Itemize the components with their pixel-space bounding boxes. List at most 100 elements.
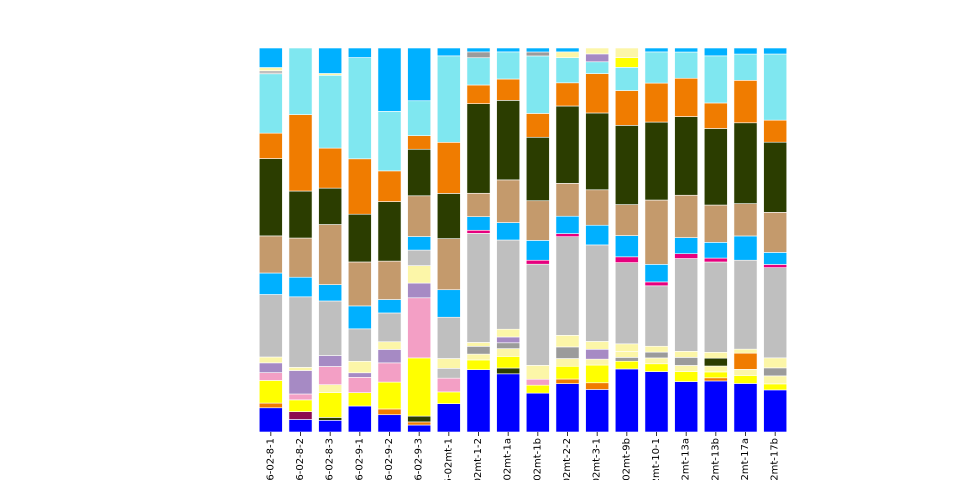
bar-segment <box>377 201 402 262</box>
bar-segment <box>288 419 313 433</box>
x-tick-label: 02mt-1a <box>503 438 514 480</box>
bar-segment <box>347 405 372 433</box>
x-tick-label: 2mt-17a <box>740 438 751 480</box>
bar-segment <box>377 341 402 350</box>
bar-segment <box>703 365 728 373</box>
bar-segment <box>733 375 758 384</box>
bar-02mt-1a <box>496 47 521 433</box>
bar-segment <box>763 119 788 143</box>
bar-segment <box>496 367 521 375</box>
bar-segment <box>585 358 610 366</box>
bar-segment <box>644 264 669 283</box>
bar-segment <box>674 237 699 255</box>
bar-6-02-9-3 <box>407 47 432 433</box>
bar-segment <box>258 235 283 274</box>
bar-segment <box>763 267 788 359</box>
bar-segment <box>644 285 669 347</box>
bar-02mt-9b <box>614 47 639 433</box>
bar-segment <box>644 281 669 287</box>
bar-segment <box>644 345 669 353</box>
x-tick-label: 02mt-2-2 <box>562 438 573 480</box>
bar-6-02-8-2 <box>288 47 313 433</box>
bar-segment <box>288 296 313 368</box>
bar-segment <box>525 240 550 261</box>
bar-segment <box>258 47 283 68</box>
bar-segment <box>674 194 699 238</box>
bar-segment <box>614 125 639 205</box>
bar-segment <box>555 378 580 384</box>
bar-segment <box>555 358 580 367</box>
bar-segment <box>436 391 461 405</box>
bar-segment <box>407 357 432 417</box>
bar-segment <box>674 77 699 117</box>
bar-segment <box>525 378 550 386</box>
bar-segment <box>674 365 699 372</box>
bar-segment <box>525 113 550 138</box>
bar-segment <box>496 342 521 349</box>
bar-segment <box>525 259 550 265</box>
bar-segment <box>288 114 313 192</box>
bar-segment <box>318 224 343 285</box>
bar-segment <box>585 364 610 384</box>
bar-segment <box>318 284 343 302</box>
bar-segment <box>496 348 521 357</box>
bar-segment <box>555 47 580 53</box>
bar-segment <box>466 229 491 234</box>
bar-segment <box>407 265 432 284</box>
bar-segment <box>585 61 610 74</box>
bar-segment <box>555 105 580 184</box>
bar-segment <box>347 261 372 307</box>
bar-segment <box>318 300 343 356</box>
bar-segment <box>525 200 550 241</box>
bar-2mt-17a <box>733 47 758 433</box>
bar-segment <box>763 141 788 213</box>
bar-segment <box>466 51 491 59</box>
bar-segment <box>703 351 728 359</box>
bar-segment <box>377 170 402 202</box>
bar-segment <box>585 189 610 226</box>
bar-segment <box>555 233 580 238</box>
bar-segment <box>555 57 580 84</box>
bar-segment <box>377 299 402 314</box>
bar-segment <box>585 73 610 114</box>
x-tick-label: 6-02-8-3 <box>325 438 336 480</box>
bar-segment <box>496 222 521 241</box>
bar-segment <box>614 343 639 352</box>
bar-segment <box>436 316 461 359</box>
bar-segment <box>407 282 432 299</box>
bar-segment <box>555 51 580 58</box>
bar-segment <box>466 233 491 343</box>
bar-segment <box>703 55 728 104</box>
bar-segment <box>644 47 669 53</box>
bar-segment <box>614 368 639 433</box>
bar-segment <box>733 80 758 124</box>
bar-segment <box>763 47 788 55</box>
x-tick-label: 2mt-13b <box>710 438 721 480</box>
bar-segment <box>644 363 669 372</box>
bar-segment <box>377 47 402 112</box>
bar-segment <box>377 312 402 343</box>
bar-segment <box>466 359 491 370</box>
bar-2mt-10-1 <box>644 47 669 433</box>
bar-segment <box>585 348 610 360</box>
bar-segment <box>763 357 788 369</box>
bar-segment <box>763 375 788 385</box>
bar-segment <box>496 78 521 101</box>
bar-segment <box>318 392 343 418</box>
bar-segment <box>525 384 550 394</box>
bar-segment <box>674 116 699 196</box>
bar-segment <box>347 392 372 407</box>
bar-segment <box>585 244 610 342</box>
bar-segment <box>258 402 283 409</box>
bar-5-02mt-1 <box>436 47 461 433</box>
bar-segment <box>407 148 432 197</box>
bar-2mt-13a <box>674 47 699 433</box>
bar-segment <box>318 187 343 225</box>
bar-segment <box>258 67 283 71</box>
bar-segment <box>674 47 699 53</box>
bar-segment <box>496 239 521 330</box>
bar-segment <box>496 47 521 53</box>
bar-segment <box>733 352 758 370</box>
bar-segment <box>496 373 521 433</box>
bar-6-02-9-2 <box>377 47 402 433</box>
